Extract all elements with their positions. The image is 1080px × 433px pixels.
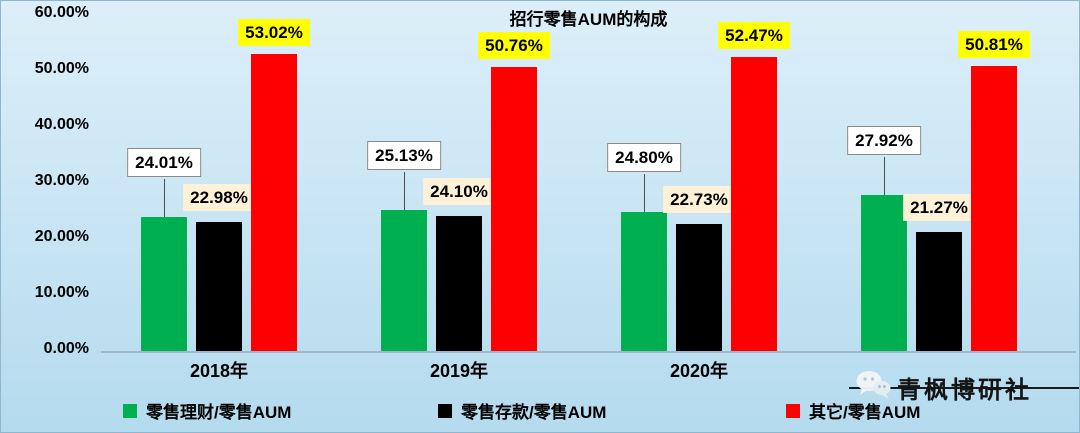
data-label-wealth: 27.92% [847,125,921,155]
label-leader-line [884,156,885,195]
legend-label-other: 其它/零售AUM [809,403,921,422]
legend-item-deposit: 零售存款/零售AUM [438,398,606,423]
legend-label-wealth: 零售理财/零售AUM [146,403,292,422]
x-axis-line [101,351,1076,353]
legend-swatch-deposit [438,403,452,418]
label-leader-line [164,178,165,217]
data-label-wealth: 24.80% [607,143,681,173]
data-label-other: 50.81% [958,31,1030,59]
chart-title: 招行零售AUM的构成 [509,10,668,29]
data-label-wealth: 24.01% [127,147,201,177]
legend-item-wealth: 零售理财/零售AUM [123,398,291,423]
bar-wealth [381,210,427,351]
y-axis-tick-label: 0.00% [43,340,89,357]
watermark-row: 青枫博研社 [855,369,1032,406]
data-label-other: 53.02% [238,19,310,47]
data-label-deposit: 24.10% [423,178,495,206]
legend-swatch-wealth [123,403,137,418]
label-leader-line [644,174,645,213]
data-label-other: 50.76% [478,31,550,59]
data-label-wealth: 25.13% [367,141,441,171]
y-axis-tick-label: 50.00% [34,60,89,77]
watermark: 青枫博研社 [849,367,1079,427]
y-axis-tick-label: 20.00% [34,228,89,245]
x-axis-category-label: 2020年 [669,361,729,381]
x-axis-category-label: 2019年 [429,361,489,381]
bar-deposit [196,222,242,351]
bar-wealth [141,216,187,351]
y-axis-tick-label: 40.00% [34,116,89,133]
legend-swatch-other [786,403,800,418]
wechat-icon [855,369,891,406]
legend-item-other: 其它/零售AUM [786,398,920,423]
bar-deposit [676,223,722,351]
watermark-divider [849,387,1079,389]
y-axis-tick-label: 10.00% [34,284,89,301]
data-label-deposit: 22.98% [183,184,255,212]
bar-wealth [861,194,907,351]
watermark-text: 青枫博研社 [897,377,1032,404]
bar-wealth [621,212,667,351]
legend-label-deposit: 零售存款/零售AUM [461,403,607,422]
bar-other [491,66,537,351]
y-axis-tick-label: 60.00% [34,4,89,21]
data-label-deposit: 21.27% [903,193,975,221]
bar-other [731,57,777,351]
bar-deposit [436,216,482,351]
data-label-deposit: 22.73% [663,185,735,213]
y-axis-tick-label: 30.00% [34,172,89,189]
bar-other [251,54,297,351]
label-leader-line [404,172,405,211]
x-axis-category-label: 2018年 [189,361,249,381]
bar-deposit [916,231,962,351]
bar-other [971,66,1017,351]
data-label-other: 52.47% [718,22,790,50]
